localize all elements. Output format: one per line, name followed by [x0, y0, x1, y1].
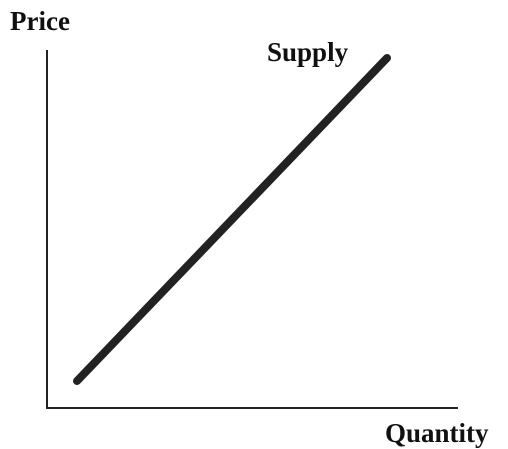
y-axis-label: Price — [10, 6, 70, 36]
x-axis-label: Quantity — [385, 418, 489, 448]
supply-curve — [73, 54, 391, 385]
curve-label: Supply — [267, 37, 349, 67]
